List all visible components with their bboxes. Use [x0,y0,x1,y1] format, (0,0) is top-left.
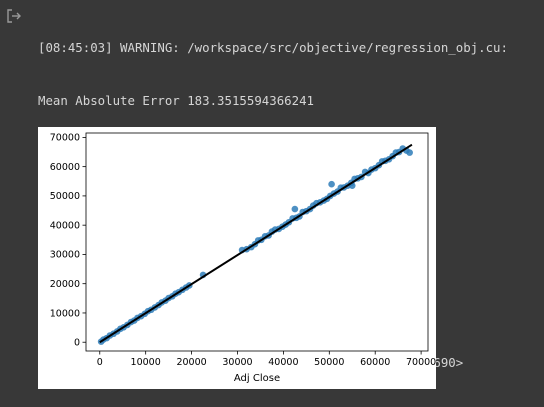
x-ticks: 0 10000 20000 30000 40000 50000 60000 70000 [97,351,436,368]
scatter-plot: 0 10000 20000 30000 40000 50000 60000 70000 0 10… [50,132,436,384]
x-tick-label: 30000 [222,357,252,368]
x-tick-label: 40000 [268,357,298,368]
data-point [406,149,413,156]
y-tick-label: 60000 [50,162,80,173]
y-tick-label: 10000 [50,308,80,319]
x-tick-label: 10000 [131,357,161,368]
x-tick-label: 0 [97,357,103,368]
x-tick-label: 70000 [406,357,436,368]
y-tick-label: 20000 [50,279,80,290]
y-tick-label: 30000 [50,250,80,261]
data-point [328,180,335,188]
x-tick-label: 60000 [360,357,390,368]
mae-line: Mean Absolute Error 183.3515594366241 [38,92,315,108]
warning-line: [08:45:03] WARNING: /workspace/src/objec… [38,40,508,55]
x-tick-label: 50000 [314,357,344,368]
y-tick-label: 40000 [50,220,80,231]
plot-output: 0 10000 20000 30000 40000 50000 60000 70000 0 10… [38,127,436,389]
y-ticks: 0 10000 20000 30000 40000 50000 60000 70000 [50,133,86,349]
data-point [291,205,299,213]
y-tick-label: 70000 [50,133,80,144]
y-tick-label: 0 [74,338,80,349]
x-axis-label: Adj Close [234,373,280,384]
regression-line [99,143,413,344]
x-tick-label: 20000 [176,357,206,368]
output-redirect-icon[interactable] [6,9,22,23]
y-tick-label: 50000 [50,191,80,202]
